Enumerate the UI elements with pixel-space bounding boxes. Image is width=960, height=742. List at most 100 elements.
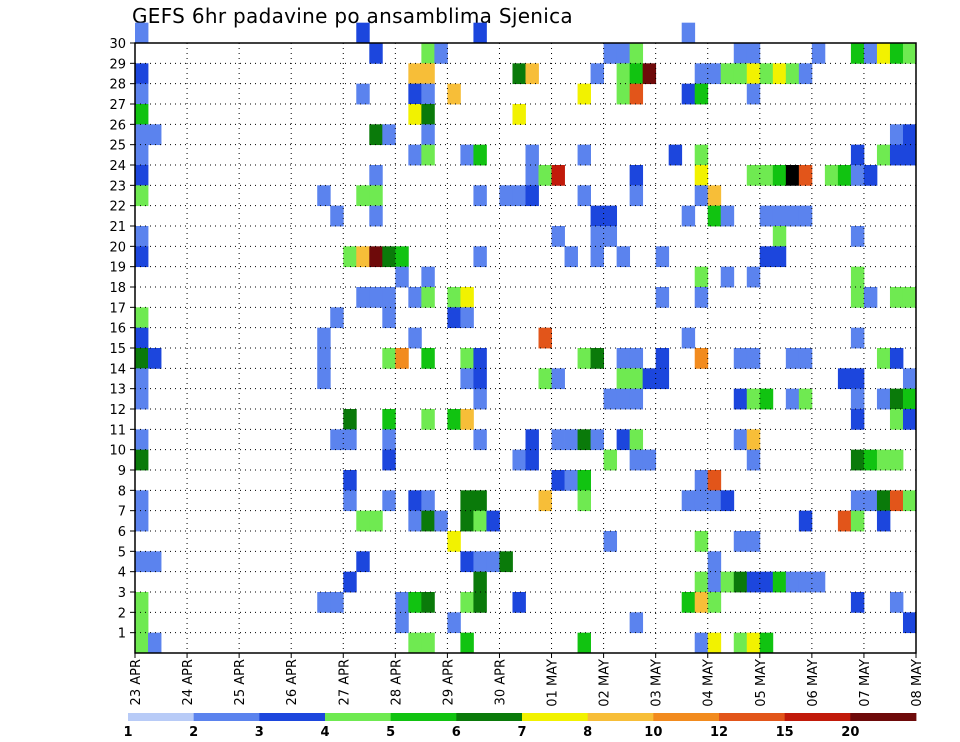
y-tick-label: 28 xyxy=(109,78,126,93)
heatmap-cell xyxy=(798,388,813,410)
heatmap-cell xyxy=(473,185,487,207)
heatmap-cell xyxy=(525,185,539,207)
y-tick-label: 2 xyxy=(118,606,126,621)
heatmap-cell xyxy=(369,510,383,532)
heatmap-cell xyxy=(460,632,474,654)
heatmap-cell xyxy=(148,348,162,369)
heatmap-cell xyxy=(551,165,565,186)
heatmap-cell xyxy=(759,632,774,654)
heatmap-cell xyxy=(798,510,813,532)
heatmap-cell xyxy=(889,490,904,512)
heatmap-cell xyxy=(785,348,800,369)
heatmap-cell xyxy=(642,368,657,390)
heatmap-cell xyxy=(330,429,344,451)
heatmap-cell xyxy=(525,449,539,471)
heatmap-cell xyxy=(694,185,709,207)
heatmap-cell xyxy=(447,409,461,430)
heatmap-cell xyxy=(759,63,774,85)
heatmap-cell xyxy=(616,368,631,390)
colorbar-label: 10 xyxy=(644,725,662,740)
heatmap-cell xyxy=(590,205,604,227)
heatmap-cell xyxy=(681,327,696,349)
heatmap-cell xyxy=(850,144,865,166)
x-tick-label: 05 MAY xyxy=(754,659,769,707)
y-tick-label: 5 xyxy=(118,545,126,560)
heatmap-cell xyxy=(343,409,357,430)
heatmap-cell xyxy=(746,83,761,105)
y-tick-label: 21 xyxy=(109,220,126,235)
heatmap-cell xyxy=(798,165,813,186)
heatmap-cell xyxy=(369,43,383,64)
heatmap-cell xyxy=(330,205,344,227)
heatmap-cell xyxy=(798,205,813,227)
heatmap-cell xyxy=(863,165,878,186)
x-axis: 23 APR 24 APR 25 APR 26 APR 27 APR 28 APR 29 A… xyxy=(129,653,925,707)
y-tick-label: 11 xyxy=(109,423,126,438)
heatmap-cell xyxy=(135,83,149,105)
heatmap-cell xyxy=(876,144,891,166)
chart-title: GEFS 6hr padavine po ansamblima Sjenica xyxy=(132,4,573,28)
heatmap-cell xyxy=(590,246,604,268)
heatmap-cell xyxy=(837,368,852,390)
heatmap-cell xyxy=(694,144,709,166)
heatmap-cell xyxy=(135,226,149,247)
heatmap-cell xyxy=(746,165,761,186)
heatmap-cell xyxy=(746,43,761,64)
heatmap-cell xyxy=(564,470,578,491)
heatmap-cell xyxy=(902,368,917,390)
y-tick-label: 1 xyxy=(118,627,126,642)
heatmap-cell xyxy=(317,185,331,207)
heatmap-cell xyxy=(369,246,383,268)
heatmap-cell xyxy=(382,490,396,512)
x-tick-label: 23 APR xyxy=(129,659,144,705)
heatmap-cell xyxy=(148,124,162,146)
heatmap-cell xyxy=(460,144,474,166)
heatmap-cell xyxy=(850,388,865,410)
heatmap-cell xyxy=(421,632,435,654)
heatmap-cell xyxy=(408,490,422,512)
x-tick-label: 03 MAY xyxy=(650,659,665,707)
heatmap-cell xyxy=(772,571,787,593)
heatmap-cell xyxy=(902,409,917,430)
heatmap-cell xyxy=(694,165,709,186)
heatmap-cell xyxy=(746,449,761,471)
heatmap-cell xyxy=(707,205,722,227)
heatmap-cell xyxy=(850,409,865,430)
heatmap-cell xyxy=(629,368,644,390)
y-tick-label: 3 xyxy=(118,586,126,601)
heatmap-cell xyxy=(889,388,904,410)
x-tick-label: 07 MAY xyxy=(858,659,873,707)
heatmap-cell xyxy=(512,592,526,613)
heatmap-cell xyxy=(356,22,370,44)
heatmap-cell xyxy=(317,327,331,349)
heatmap-cell xyxy=(343,429,357,451)
heatmap-cell xyxy=(460,510,474,532)
heatmap-cell xyxy=(447,83,461,105)
heatmap-cell xyxy=(746,429,761,451)
heatmap-cell xyxy=(382,348,396,369)
y-tick-label: 25 xyxy=(109,139,126,154)
heatmap-cell xyxy=(148,551,162,573)
heatmap-cell xyxy=(629,63,644,85)
heatmap-cell xyxy=(772,205,787,227)
heatmap-cell xyxy=(863,43,878,64)
colorbar-label: 2 xyxy=(189,725,198,740)
heatmap-cell xyxy=(577,83,591,105)
y-tick-label: 16 xyxy=(109,322,126,337)
heatmap-cell xyxy=(512,63,526,85)
heatmap-cell xyxy=(733,531,748,552)
heatmap-cell xyxy=(499,551,513,573)
heatmap-cells xyxy=(135,22,917,654)
heatmap-cell xyxy=(681,592,696,613)
heatmap-cell xyxy=(616,388,631,410)
x-tick-label: 28 APR xyxy=(389,659,404,705)
heatmap-cell xyxy=(590,63,604,85)
heatmap-cell xyxy=(785,571,800,593)
heatmap-cell xyxy=(512,104,526,125)
heatmap-cell xyxy=(408,83,422,105)
colorbar-label: 6 xyxy=(452,725,461,740)
heatmap-cell xyxy=(408,287,422,308)
heatmap-cell xyxy=(889,348,904,369)
heatmap-cell xyxy=(616,348,631,369)
colorbar-swatch xyxy=(259,713,326,721)
